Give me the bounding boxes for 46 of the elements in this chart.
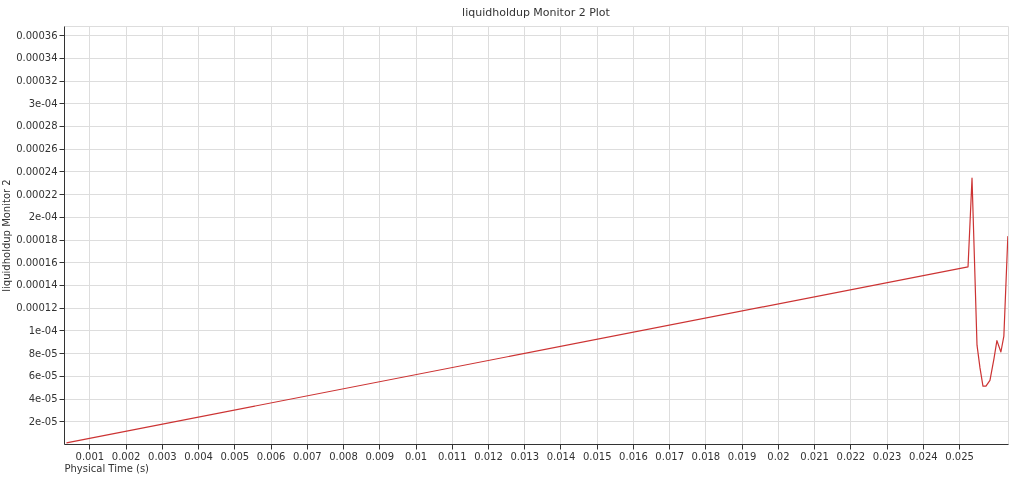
x-tick-label: 0.004: [184, 450, 213, 462]
y-tick-label: 0.00032: [16, 75, 58, 87]
x-tick-label: 0.003: [148, 450, 177, 462]
x-tick-label: 0.008: [329, 450, 358, 462]
x-axis-title: Physical Time (s): [64, 462, 150, 474]
chart-title: liquidholdup Monitor 2 Plot: [462, 6, 611, 19]
y-tick-label: 0.00018: [16, 234, 58, 246]
x-tick-label: 0.006: [256, 450, 286, 462]
x-tick-label: 0.025: [945, 450, 974, 462]
y-tick-label: 0.00028: [16, 120, 58, 132]
x-tick-label: 0.002: [111, 450, 141, 462]
x-tick-label: 0.018: [691, 450, 721, 462]
y-tick-label: 0.00022: [16, 188, 58, 200]
x-tick-label: 0.017: [655, 450, 684, 462]
x-tick-label: 0.022: [836, 450, 866, 462]
x-tick-label: 0.024: [909, 450, 938, 462]
y-tick-label: 2e-05: [28, 415, 58, 427]
x-tick-label: 0.005: [220, 450, 250, 462]
y-tick-label: 0.00024: [16, 165, 58, 177]
y-tick-label: 0.00034: [16, 52, 58, 64]
y-tick-label: 0.00016: [16, 256, 58, 268]
y-axis-title: liquidholdup Monitor 2: [1, 179, 13, 292]
y-tick-label: 0.00012: [16, 302, 58, 314]
x-tick-label: 0.02: [767, 450, 790, 462]
y-tick-label: 6e-05: [28, 370, 58, 382]
y-tick-label: 1e-04: [28, 324, 58, 336]
x-tick-label: 0.016: [619, 450, 648, 462]
y-tick-label: 2e-04: [28, 211, 58, 223]
y-tick-label: 8e-05: [28, 347, 58, 359]
x-tick-label: 0.021: [800, 450, 829, 462]
y-tick-label: 0.00014: [16, 279, 58, 291]
x-tick-label: 0.01: [404, 450, 428, 462]
y-tick-label: 4e-05: [28, 393, 58, 405]
x-tick-label: 0.001: [75, 450, 105, 462]
x-tick-label: 0.011: [437, 450, 467, 462]
x-tick-label: 0.012: [474, 450, 503, 462]
x-tick-label: 0.015: [582, 450, 612, 462]
x-tick-label: 0.009: [365, 450, 395, 462]
x-tick-label: 0.023: [872, 450, 902, 462]
y-tick-label: 0.00036: [16, 29, 58, 41]
x-tick-label: 0.013: [510, 450, 540, 462]
x-tick-label: 0.014: [546, 450, 576, 462]
y-tick-label: 0.00026: [16, 143, 58, 155]
y-tick-label: 3e-04: [28, 97, 58, 109]
x-tick-label: 0.019: [727, 450, 757, 462]
x-tick-label: 0.007: [292, 450, 322, 462]
